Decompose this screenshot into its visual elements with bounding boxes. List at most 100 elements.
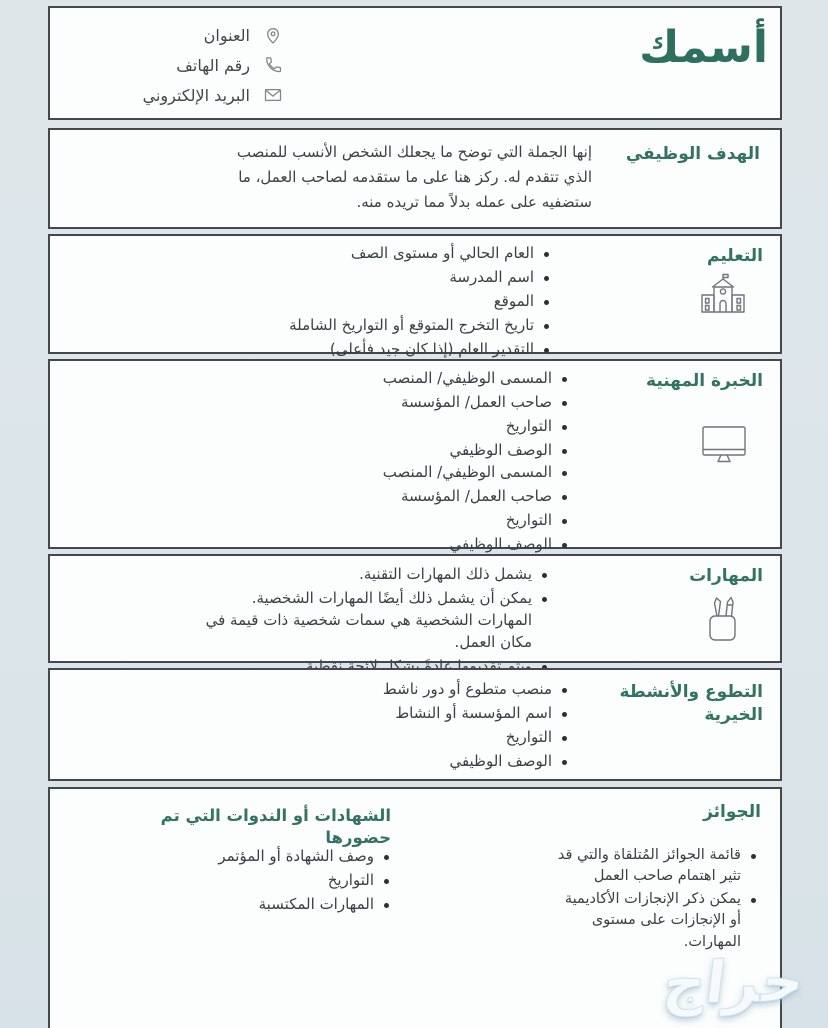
bullet-item: يشمل ذلك المهارات التقنية.: [199, 564, 547, 586]
volunteering-section: التطوع والأنشطة الخيرية منصب متطوع أو دو…: [48, 668, 782, 781]
bullet-text: التواريخ: [505, 510, 552, 529]
bullet-text: الموقع: [493, 291, 534, 310]
contact-row-address: العنوان: [143, 25, 283, 45]
contact-row-email: البريد الإلكتروني: [143, 85, 283, 105]
bullet-item: صاحب العمل/ المؤسسة: [237, 486, 567, 508]
bullet-item: اسم المدرسة: [219, 267, 549, 289]
bullet-text: المسمى الوظيفي/ المنصب: [382, 369, 552, 387]
bullet-text: صاحب العمل/ المؤسسة: [400, 392, 552, 411]
skills-section: المهارات يشمل ذلك المهارات التقنية. يمكن…: [48, 554, 782, 675]
bullet-dot: [751, 898, 756, 904]
bullet-item: المهارات المكتسبة: [139, 894, 389, 916]
education-bullet-list: العام الحالي أو مستوى الصف اسم المدرسة ا…: [219, 243, 549, 362]
bullet-dot: [542, 596, 547, 602]
bullet-text: العام الحالي أو مستوى الصف: [350, 244, 534, 262]
bullet-text: اسم المدرسة: [449, 267, 534, 286]
bullet-dot: [562, 735, 567, 741]
bullet-dot: [562, 759, 567, 765]
bullet-item: المسمى الوظيفي/ المنصب: [237, 368, 567, 390]
certificates-bullet-list: وصف الشهادة أو المؤتمر التواريخ المهارات…: [139, 846, 389, 918]
bullet-item: تاريخ التخرج المتوقع أو التواريخ الشاملة: [219, 315, 549, 337]
bullet-text: يمكن أن يشمل ذلك أيضًا المهارات الشخصية.…: [205, 588, 532, 651]
bullet-text: قائمة الجوائز المُتلقاة والتي قد تثير اه…: [557, 847, 741, 885]
bullet-item: الوصف الوظيفي: [237, 534, 567, 556]
certificates-subsection: الشهادات أو الندوات التي تم حضورها: [121, 805, 391, 850]
bullet-dot: [562, 400, 567, 406]
bullet-item: يمكن ذكر الإنجازات الأكاديمية أو الإنجاز…: [551, 889, 756, 952]
bullet-text: المهارات المكتسبة: [258, 894, 374, 913]
bullet-text: يمكن ذكر الإنجازات الأكاديمية أو الإنجاز…: [564, 891, 741, 950]
header-section: أسمك العنوان رقم الهاتف الب: [48, 6, 782, 120]
volunteering-bullet-list: منصب متطوع أو دور ناشط اسم المؤسسة أو ال…: [237, 679, 567, 775]
bullet-text: الوصف الوظيفي: [449, 534, 552, 553]
experience-bullet-list-2: المسمى الوظيفي/ المنصب صاحب العمل/ المؤس…: [237, 462, 567, 558]
school-icon: [699, 272, 747, 324]
location-pin-icon: [267, 28, 279, 44]
volunteering-title: التطوع والأنشطة الخيرية: [619, 682, 763, 725]
bullet-item: المسمى الوظيفي/ المنصب: [237, 462, 567, 484]
bullet-dot: [542, 573, 547, 578]
pen-cup-icon: [699, 594, 745, 648]
bullet-dot: [544, 275, 549, 281]
bullet-item: التواريخ: [139, 870, 389, 892]
bullet-text: الوصف الوظيفي: [449, 440, 552, 459]
awards-section: الجوائز قائمة الجوائز المُتلقاة والتي قد…: [48, 787, 782, 1028]
bullet-dot: [562, 688, 567, 693]
bullet-dot: [384, 878, 389, 884]
contact-label: رقم الهاتف: [176, 55, 250, 75]
bullet-item: يمكن أن يشمل ذلك أيضًا المهارات الشخصية.…: [199, 588, 547, 654]
bullet-dot: [384, 902, 389, 908]
objective-title: الهدف الوظيفي: [625, 144, 760, 164]
awards-bullet-list: قائمة الجوائز المُتلقاة والتي قد تثير اه…: [551, 845, 756, 955]
bullet-item: التقدير العام (إذا كان جيد فأعلى): [219, 339, 549, 361]
experience-title: الخبرة المهنية: [646, 371, 763, 391]
bullet-dot: [544, 323, 549, 329]
bullet-item: التواريخ: [237, 727, 567, 749]
bullet-dot: [562, 711, 567, 717]
bullet-item: الوصف الوظيفي: [237, 751, 567, 773]
bullet-text: الوصف الوظيفي: [449, 751, 552, 770]
education-section: التعليم العام الحالي أو مستوى الصف اسم ا…: [48, 234, 782, 358]
bullet-dot: [562, 377, 567, 382]
bullet-item: العام الحالي أو مستوى الصف: [219, 243, 549, 265]
awards-title: الجوائز: [703, 802, 761, 822]
bullet-text: يشمل ذلك المهارات التقنية.: [359, 565, 532, 583]
contact-block: العنوان رقم الهاتف البريد الإلكتروني: [143, 25, 283, 105]
bullet-item: منصب متطوع أو دور ناشط: [237, 679, 567, 701]
bullet-text: التقدير العام (إذا كان جيد فأعلى): [329, 339, 534, 358]
bullet-text: صاحب العمل/ المؤسسة: [400, 486, 552, 505]
bullet-text: التواريخ: [327, 870, 374, 889]
bullet-item: الموقع: [219, 291, 549, 313]
bullet-dot: [562, 494, 567, 500]
name-title: أسمك: [639, 22, 768, 73]
envelope-icon: [264, 88, 282, 102]
bullet-item: اسم المؤسسة أو النشاط: [237, 703, 567, 725]
bullet-dot: [544, 347, 549, 353]
skills-bullet-list: يشمل ذلك المهارات التقنية. يمكن أن يشمل …: [199, 564, 547, 679]
bullet-item: وصف الشهادة أو المؤتمر: [139, 846, 389, 868]
bullet-dot: [751, 854, 756, 859]
bullet-text: التواريخ: [505, 416, 552, 435]
phone-icon: [266, 57, 282, 73]
bullet-dot: [544, 299, 549, 305]
bullet-text: المسمى الوظيفي/ المنصب: [382, 463, 552, 481]
contact-label: البريد الإلكتروني: [142, 85, 250, 105]
bullet-dot: [562, 518, 567, 524]
bullet-dot: [562, 471, 567, 476]
certificates-title: الشهادات أو الندوات التي تم حضورها: [160, 806, 391, 848]
bullet-dot: [562, 448, 567, 454]
bullet-item: الوصف الوظيفي: [237, 440, 567, 462]
haraj-watermark-logo: حراج: [660, 946, 809, 1018]
bullet-dot: [544, 252, 549, 257]
experience-section: الخبرة المهنية المسمى الوظيفي/ المنصب صا…: [48, 359, 782, 553]
bullet-text: تاريخ التخرج المتوقع أو التواريخ الشاملة: [289, 315, 534, 334]
bullet-item: صاحب العمل/ المؤسسة: [237, 392, 567, 414]
objective-paragraph: إنها الجملة التي توضح ما يجعلك الشخص الأ…: [236, 143, 592, 211]
education-title: التعليم: [707, 246, 763, 266]
objective-section: الهدف الوظيفي إنها الجملة التي توضح ما ي…: [48, 128, 782, 229]
bullet-dot: [542, 664, 547, 670]
bullet-item: قائمة الجوائز المُتلقاة والتي قد تثير اه…: [551, 845, 756, 887]
bullet-text: التواريخ: [505, 727, 552, 746]
bullet-dot: [384, 855, 389, 860]
